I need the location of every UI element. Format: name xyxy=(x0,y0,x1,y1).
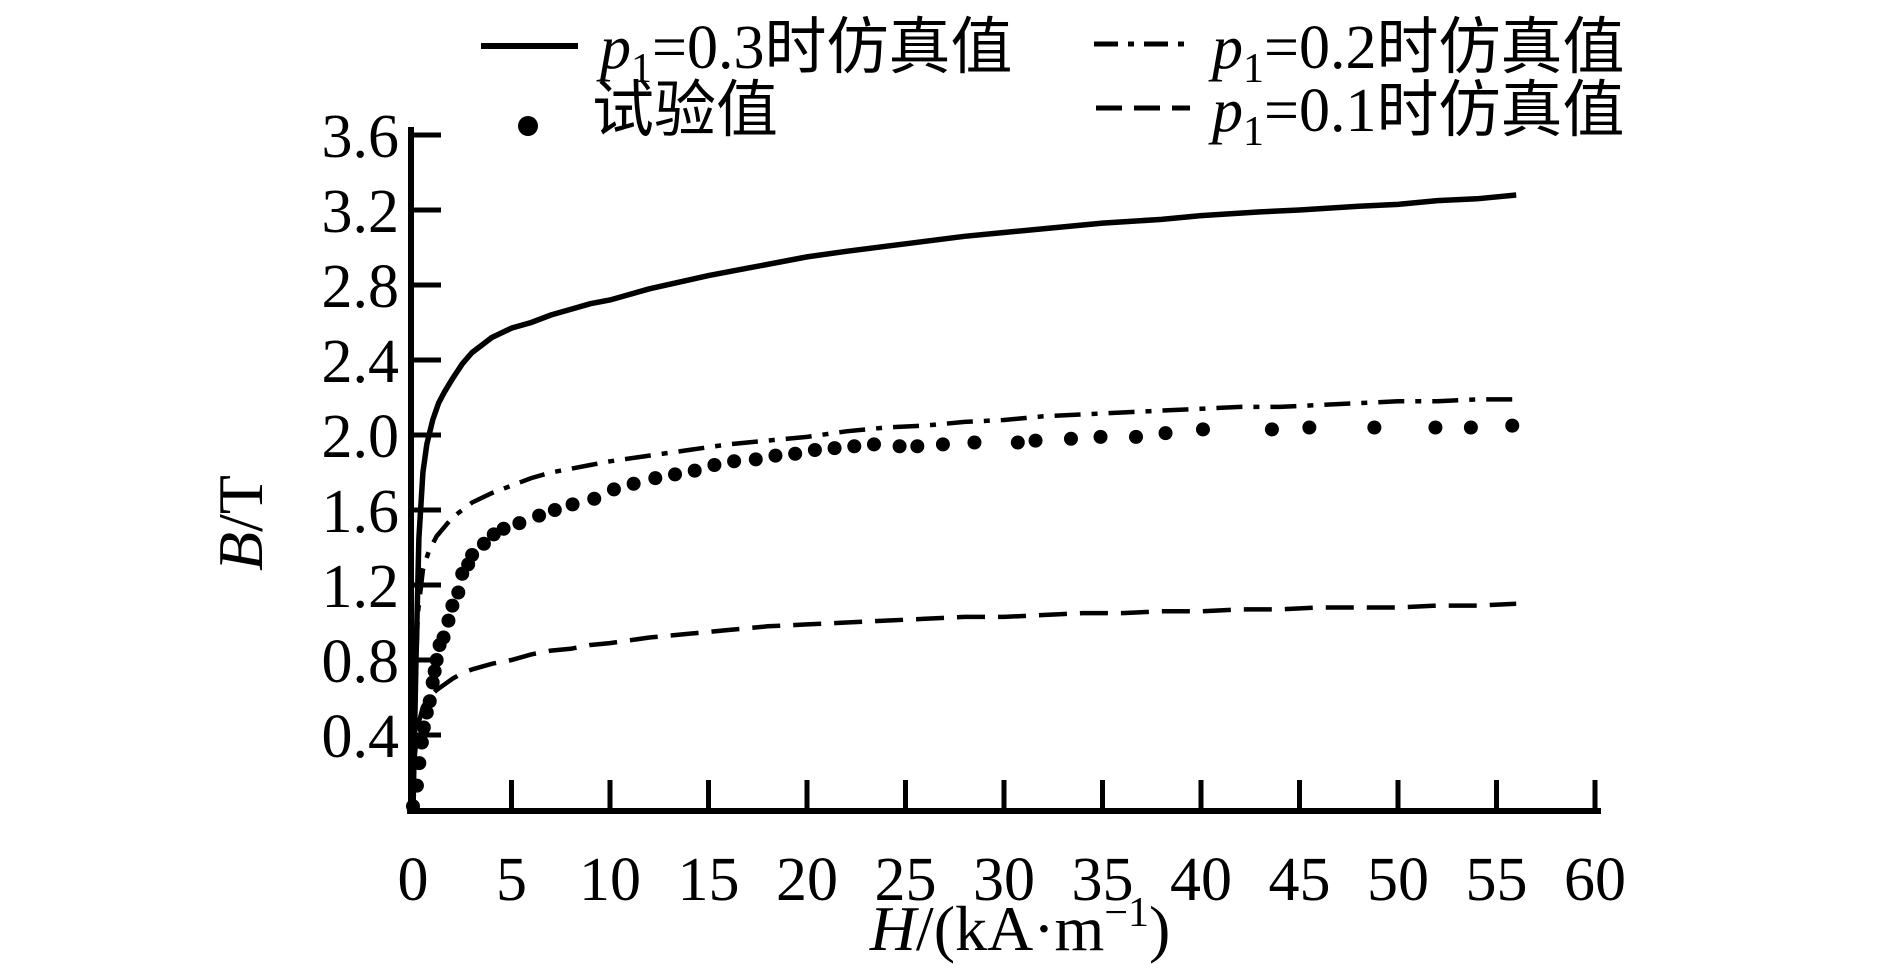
experiment-data-point xyxy=(1302,420,1317,435)
x-tick-label: 50 xyxy=(1367,846,1429,914)
experiment-data-point xyxy=(1128,429,1143,444)
x-tick-label: 60 xyxy=(1564,846,1626,914)
plot-area: 0 5 10 15 20 25 30 35 40 45 50 55 60 0.4 0.8 1.2 1.6 2.0 2… xyxy=(322,103,1627,914)
experiment-data-point xyxy=(451,585,466,600)
legend-label-p02: p1=0.2时仿真值 xyxy=(1208,14,1624,92)
y-tick-label: 2.4 xyxy=(322,328,400,396)
simulation-curve-dashdot xyxy=(410,397,1517,811)
experiment-data-point xyxy=(668,467,683,482)
experiment-data-point xyxy=(441,613,456,628)
experiment-data-point xyxy=(707,458,722,472)
legend-dot-marker-sample xyxy=(518,116,538,136)
experiment-data-point xyxy=(866,437,881,452)
experiment-data-point xyxy=(429,653,444,667)
experiment-data-point xyxy=(425,675,440,690)
experiment-data-point xyxy=(496,521,511,536)
experiment-data-point xyxy=(532,508,547,523)
legend-label-p01: p1=0.1时仿真值 xyxy=(1208,77,1624,155)
experiment-data-point xyxy=(427,664,442,679)
experiment-data-point xyxy=(476,536,491,551)
simulation-curve-solid xyxy=(410,192,1517,811)
y-tick-label: 0.4 xyxy=(322,703,400,771)
experiment-data-point xyxy=(1195,422,1210,437)
x-tick-label: 55 xyxy=(1466,846,1528,914)
legend-label-p03: p1=0.3时仿真值 xyxy=(596,14,1012,92)
x-axis-label: H/(kA·m−1) xyxy=(869,890,1171,964)
experiment-data-point xyxy=(1158,426,1173,441)
experiment-data-point xyxy=(1264,422,1279,437)
experiment-data-point xyxy=(1063,431,1078,446)
experiment-data-point xyxy=(465,548,480,562)
experiment-data-point xyxy=(827,441,842,456)
x-tick-label: 10 xyxy=(579,846,641,914)
y-tick-label: 1.2 xyxy=(322,553,400,621)
x-tick-label: 20 xyxy=(776,846,838,914)
experiment-data-point xyxy=(547,503,562,517)
x-tick-label: 45 xyxy=(1269,846,1331,914)
experiment-data-point xyxy=(687,463,702,478)
x-tick-label: 25 xyxy=(875,846,937,914)
experiment-data-point xyxy=(1093,429,1108,444)
x-tick-label: 15 xyxy=(678,846,740,914)
experiment-data-point xyxy=(626,476,641,491)
y-tick-label: 3.2 xyxy=(322,178,400,246)
experiment-data-point xyxy=(807,443,822,457)
y-tick-label: 2.0 xyxy=(322,403,400,471)
x-tick-label: 0 xyxy=(398,846,429,914)
experiment-data-point xyxy=(565,497,580,512)
experiment-data-point xyxy=(967,435,982,450)
experiment-data-point xyxy=(436,630,451,645)
simulation-curve-dashed xyxy=(410,601,1517,811)
experiment-data-point xyxy=(1010,435,1025,450)
experiment-data-point xyxy=(414,735,429,750)
experiment-data-point xyxy=(892,439,907,454)
legend-label-experiment: 试验值 xyxy=(592,77,778,145)
y-tick-label: 0.8 xyxy=(322,628,400,696)
experiment-data-point xyxy=(648,471,663,486)
y-axis-label: B/T xyxy=(205,475,276,571)
experiment-data-point xyxy=(748,452,763,467)
experiment-data-point xyxy=(512,516,527,531)
y-tick-label: 2.8 xyxy=(322,253,400,321)
experiment-data-point xyxy=(727,454,742,469)
experiment-data-point xyxy=(847,439,862,454)
experiment-data-point xyxy=(606,482,621,497)
experiment-data-point xyxy=(910,439,925,454)
experiment-data-point xyxy=(587,491,602,506)
x-tick-label: 5 xyxy=(496,846,527,914)
experiment-data-point xyxy=(1428,420,1443,435)
legend: p1=0.3时仿真值 试验值 p1=0.2时仿真值 p1=0.1时仿真值 xyxy=(481,14,1624,155)
x-tick-label: 30 xyxy=(973,846,1035,914)
experiment-data-point xyxy=(1028,433,1043,448)
experiment-data-point xyxy=(768,448,783,463)
experiment-data-point xyxy=(1367,420,1382,435)
y-tick-label: 1.6 xyxy=(322,478,400,546)
y-tick-label: 3.6 xyxy=(322,103,400,171)
experiment-data-point xyxy=(788,446,803,461)
experiment-data-point xyxy=(1463,420,1478,435)
x-tick-label: 40 xyxy=(1170,846,1232,914)
x-tick-label: 35 xyxy=(1072,846,1134,914)
experiment-data-point xyxy=(1505,418,1520,433)
experiment-data-point xyxy=(445,598,460,613)
experiment-data-point xyxy=(935,437,950,452)
